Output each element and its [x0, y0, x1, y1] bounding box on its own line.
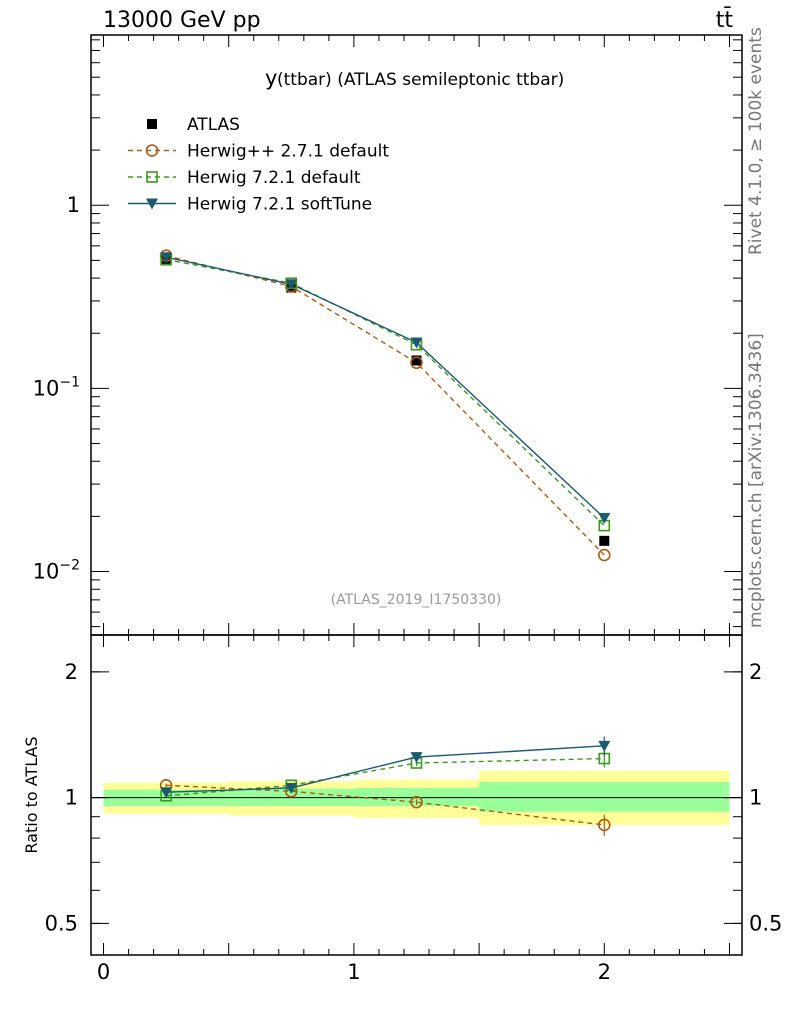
main-point-s3-1	[285, 279, 298, 291]
ratio-point-s2-2	[410, 752, 423, 764]
main-series-line-3	[165, 256, 605, 519]
source-label: mcplots.cern.ch [arXiv:1306.3436]	[746, 333, 766, 628]
ratio-x-tick-label-2: 2	[598, 960, 611, 984]
ratio-point-s0-3	[597, 818, 611, 832]
main-point-s3-2	[410, 337, 423, 349]
ratio-y-tick-label-2: 2	[65, 660, 78, 684]
legend-marker-1	[145, 144, 159, 157]
legend-marker-3	[146, 198, 158, 210]
main-series-line-1	[165, 255, 605, 556]
legend-label-0: ATLAS	[187, 115, 240, 135]
header-energy-label: 13000 GeV pp	[103, 8, 261, 33]
legend-label-1: Herwig++ 2.7.1 default	[187, 142, 389, 162]
main-axis-ticks: 1 10−1 10−2	[33, 35, 742, 635]
ratio-panel: 0 1 2 0.5 0.5 1 1 2 2 Ratio to ATLAS	[22, 634, 782, 984]
header-process-label: tt̄	[716, 7, 734, 33]
main-point-s3-3	[598, 512, 611, 524]
legend: ATLAS Herwig++ 2.7.1 default Herwig 7.2.1 …	[128, 115, 389, 215]
main-panel: 1 10−1 10−2 y (ttbar) (ATLAS semileptonic …	[33, 34, 743, 636]
main-y-tick-label-0: 1	[67, 193, 80, 217]
rivet-version-label: Rivet 4.1.0, ≥ 100k events	[746, 27, 766, 255]
legend-label-3: Herwig 7.2.1 softTune	[187, 195, 372, 215]
legend-label-2: Herwig 7.2.1 default	[187, 168, 361, 188]
ratio-point-s2-0	[160, 787, 173, 799]
ratio-y-tick-label-right-1: 1	[749, 786, 762, 810]
main-point-s3-0	[160, 252, 173, 264]
main-point-s1-2	[410, 356, 423, 370]
ratio-y-tick-label-1: 1	[65, 786, 78, 810]
analysis-id-label: (ATLAS_2019_I1750330)	[331, 592, 502, 608]
ratio-y-tick-label-right-0: 0.5	[749, 911, 782, 935]
ratio-y-tick-label-right-2: 2	[749, 660, 762, 684]
main-point-s0-3	[599, 535, 610, 546]
main-y-tick-label-1: 10−1	[33, 374, 80, 400]
main-y-tick-label-2: 10−2	[33, 557, 80, 583]
ratio-x-tick-label-1: 1	[347, 960, 360, 984]
ratio-point-s2-1	[285, 782, 298, 794]
main-point-s1-3	[597, 548, 611, 562]
legend-marker-2	[146, 171, 158, 183]
ratio-band-inner-3	[479, 781, 730, 812]
plot-title-variable: y	[265, 66, 277, 90]
ratio-panel-frame	[90, 634, 743, 956]
main-point-s0-2	[411, 355, 422, 366]
ratio-point-s2-3	[598, 740, 611, 752]
ratio-y-tick-label-0: 0.5	[45, 911, 78, 935]
ratio-y-axis-label: Ratio to ATLAS	[22, 736, 41, 853]
ratio-series-line-1	[166, 757, 605, 797]
plot-title-text: (ttbar) (ATLAS semileptonic ttbar)	[277, 70, 564, 90]
ratio-axis-ticks: 0 1 2 0.5 0.5 1 1 2 2	[45, 635, 782, 984]
ratio-x-tick-label-0: 0	[97, 960, 110, 984]
ratio-plot-marks	[91, 736, 742, 836]
legend-marker-0	[147, 119, 157, 129]
ratio-point-s0-2	[410, 795, 423, 809]
ratio-series-line-2	[166, 745, 605, 793]
main-plot-marks	[159, 249, 611, 562]
ratio-series-line-0	[166, 784, 605, 826]
main-series-line-2	[165, 258, 605, 527]
